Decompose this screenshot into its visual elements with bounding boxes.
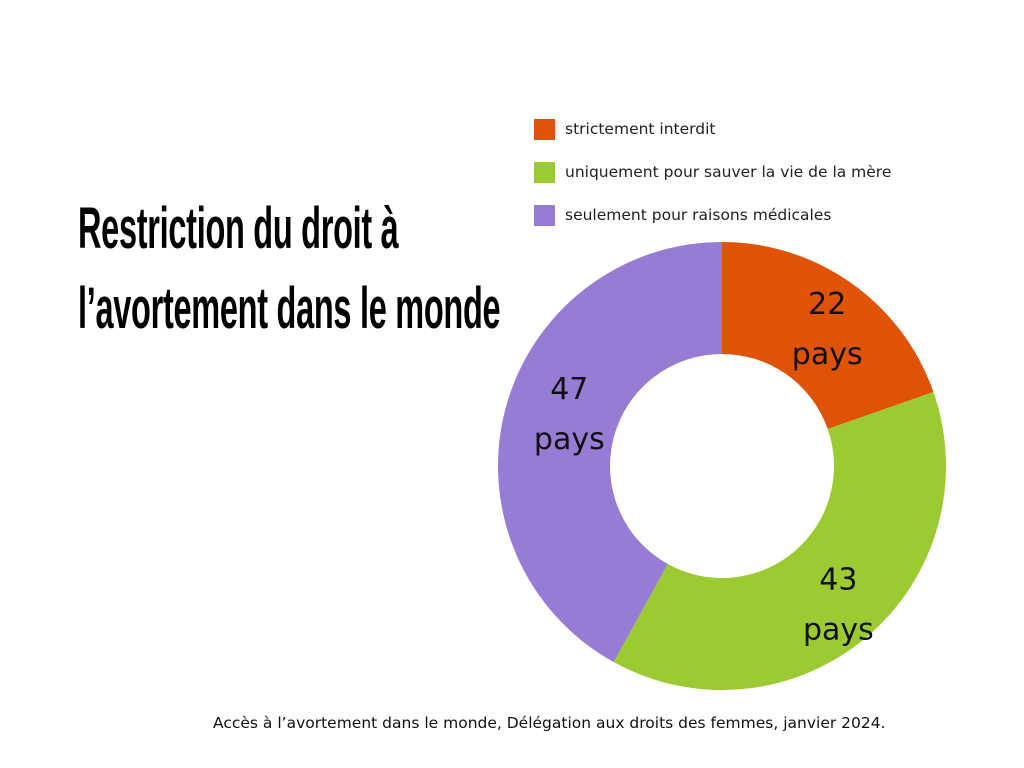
data-label-value: 47 <box>550 372 588 407</box>
data-label-value: 43 <box>819 562 857 597</box>
source-caption: Accès à l’avortement dans le monde, Délé… <box>213 714 886 732</box>
legend-swatch <box>534 161 555 183</box>
legend-item-vie-de-la-mere: uniquement pour sauver la vie de la mère <box>534 161 891 183</box>
legend-swatch <box>534 204 555 226</box>
legend-item-raisons-medicales: seulement pour raisons médicales <box>534 204 891 226</box>
donut-slice-1 <box>613 392 947 691</box>
legend-swatch <box>534 118 555 140</box>
chart-title-line-1: Restriction du droit à <box>78 196 399 261</box>
donut-slice-2 <box>497 242 722 663</box>
legend-label: seulement pour raisons médicales <box>565 206 832 224</box>
legend: strictement interdit uniquement pour sau… <box>534 118 891 247</box>
data-label-value: 22 <box>808 287 846 322</box>
data-label-unit: pays <box>792 337 863 372</box>
legend-label: strictement interdit <box>565 120 716 138</box>
chart-title-line-2: l’avortement dans le monde <box>78 276 501 341</box>
data-label-unit: pays <box>534 422 605 457</box>
legend-label: uniquement pour sauver la vie de la mère <box>565 163 892 181</box>
data-label-unit: pays <box>803 612 874 647</box>
legend-item-strictement-interdit: strictement interdit <box>534 118 891 140</box>
donut-slice-0 <box>722 242 934 430</box>
